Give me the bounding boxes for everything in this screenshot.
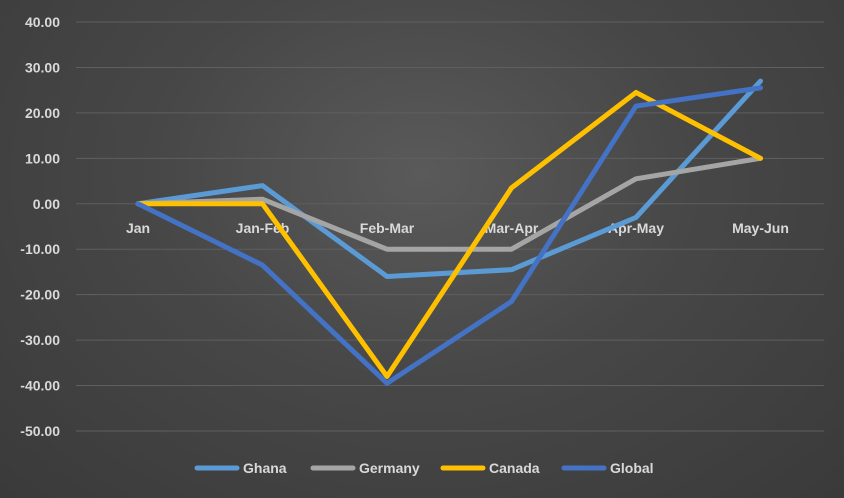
y-axis-ticks: 40.00 30.00 20.00 10.00 0.00 -10.00 -20.00 -30.… [20,14,60,439]
legend-item-global: Global [561,460,654,476]
legend-item-ghana: Ghana [194,460,287,476]
y-tick-label: -50.00 [20,423,60,439]
series-lines [135,78,763,386]
y-tick-label: 10.00 [25,150,60,166]
legend-label: Global [610,460,654,476]
legend-label: Ghana [243,460,287,476]
legend-item-germany: Germany [310,460,420,476]
legend-label: Canada [489,460,540,476]
series-line-germany [135,155,763,252]
y-tick-label: 30.00 [25,59,60,75]
series-line-global [135,85,763,386]
series-line-ghana [135,78,763,279]
series-line-canada [135,89,763,379]
legend-item-canada: Canada [440,460,540,476]
x-tick-label: Feb-Mar [360,220,415,236]
x-tick-label: Jan [126,220,150,236]
legend-label: Germany [359,460,420,476]
y-tick-label: -30.00 [20,332,60,348]
y-tick-label: -10.00 [20,241,60,257]
y-tick-label: 0.00 [33,196,60,212]
y-tick-label: -40.00 [20,378,60,394]
y-tick-label: 20.00 [25,105,60,121]
y-tick-label: -20.00 [20,287,60,303]
x-tick-label: Mar-Apr [485,220,539,236]
x-axis-ticks: Jan Jan-Feb Feb-Mar Mar-Apr Apr-May May-Jun [126,220,789,236]
legend: Ghana Germany Canada Global [194,460,654,476]
x-tick-label: May-Jun [732,220,789,236]
y-tick-label: 40.00 [25,14,60,30]
